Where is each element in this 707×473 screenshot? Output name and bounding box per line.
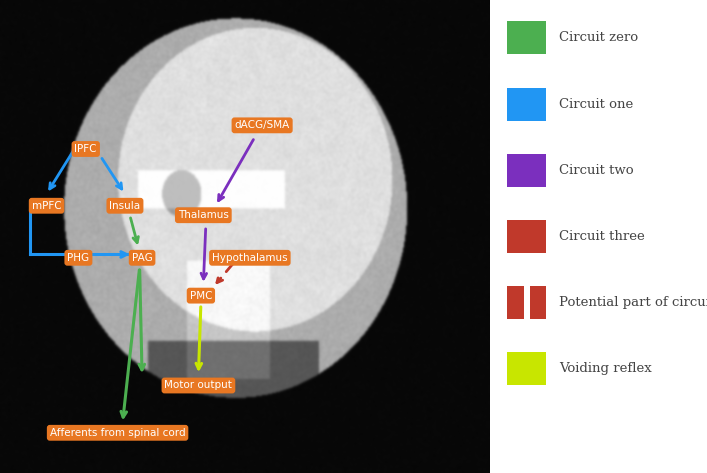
FancyArrowPatch shape (131, 218, 139, 243)
Text: Circuit one: Circuit one (559, 97, 633, 111)
FancyArrowPatch shape (121, 270, 139, 417)
Bar (508, 286, 524, 319)
FancyArrowPatch shape (196, 307, 201, 369)
FancyArrowPatch shape (218, 140, 253, 201)
FancyArrowPatch shape (49, 149, 74, 189)
FancyArrowPatch shape (102, 158, 122, 189)
Text: PMC: PMC (189, 290, 212, 301)
Bar (508, 154, 547, 187)
FancyArrowPatch shape (139, 270, 145, 370)
Text: Motor output: Motor output (165, 380, 233, 391)
FancyArrowPatch shape (217, 263, 233, 283)
Text: lPFC: lPFC (74, 144, 97, 154)
Text: Voiding reflex: Voiding reflex (559, 362, 652, 376)
Text: Thalamus: Thalamus (178, 210, 229, 220)
Bar (508, 352, 547, 385)
FancyArrowPatch shape (121, 252, 128, 257)
Bar (508, 220, 547, 253)
Text: Insula: Insula (110, 201, 141, 211)
Text: PAG: PAG (132, 253, 153, 263)
Text: Circuit two: Circuit two (559, 164, 634, 177)
Text: Circuit three: Circuit three (559, 230, 645, 243)
Text: Circuit zero: Circuit zero (559, 31, 638, 44)
Text: PHG: PHG (67, 253, 90, 263)
Bar (508, 21, 547, 54)
Text: Potential part of circuit three: Potential part of circuit three (559, 296, 707, 309)
FancyArrowPatch shape (201, 229, 206, 279)
Text: Hypothalamus: Hypothalamus (212, 253, 288, 263)
Text: mPFC: mPFC (32, 201, 62, 211)
Text: dACG/SMA: dACG/SMA (235, 120, 290, 131)
Bar (530, 286, 547, 319)
Text: Afferents from spinal cord: Afferents from spinal cord (49, 428, 185, 438)
Bar (508, 88, 547, 121)
